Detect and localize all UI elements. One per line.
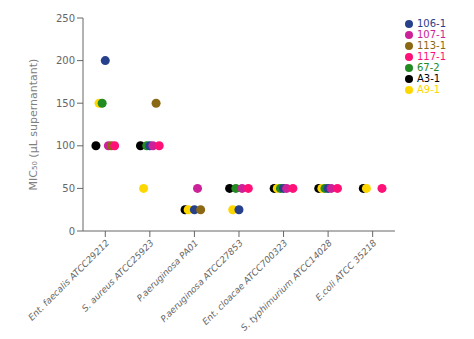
svg-text:S. aureus ATCC25923: S. aureus ATCC25923 [80,238,156,314]
html-text:A3-1: A3-1 [416,73,441,84]
svg-text:200: 200 [56,55,75,66]
svg-text:100: 100 [56,140,75,151]
html-text:106-1: 106-1 [416,18,446,29]
html-text:113-1: 113-1 [416,40,446,51]
svg-text:0: 0 [69,226,75,237]
html-text:67-2: 67-2 [416,62,440,73]
svg-text:P.aeruginosa PA01: P.aeruginosa PA01 [134,237,201,304]
svg-text:S. typhimurium ATCC14028: S. typhimurium ATCC14028 [239,238,334,331]
svg-text:150: 150 [56,98,75,109]
svg-text:P.aeruginosa ATCC27853: P.aeruginosa ATCC27853 [158,238,245,325]
svg-text:Ent. faecalis ATCC29212: Ent. faecalis ATCC29212 [26,238,111,323]
html-text:117-1: 117-1 [416,51,446,62]
svg-text:250: 250 [56,13,75,24]
html-text:A9-1: A9-1 [416,84,441,95]
svg-text:E.coli ATCC 35218: E.coli ATCC 35218 [314,238,379,303]
html-text:107-1: 107-1 [416,29,446,40]
svg-text:50: 50 [62,183,75,194]
svg-text:MIC₅₀ (μL supernantant): MIC₅₀ (μL supernantant) [27,59,40,191]
svg-text:Ent. cloacae ATCC700323: Ent. cloacae ATCC700323 [200,238,289,327]
